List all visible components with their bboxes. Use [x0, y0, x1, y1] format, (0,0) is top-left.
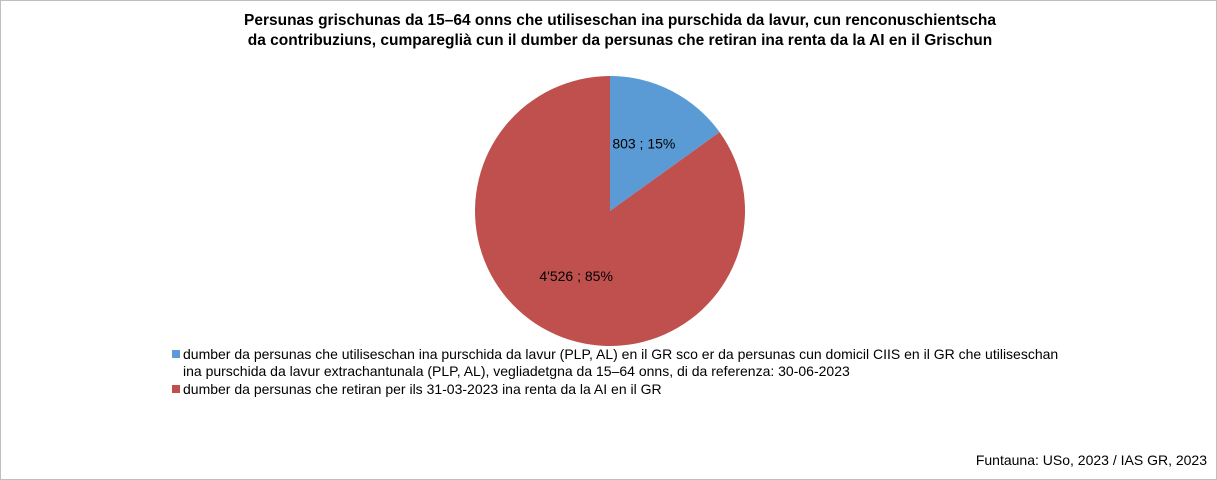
legend: dumber da persunas che utiliseschan ina … — [172, 346, 1072, 399]
chart-title: Persunas grischunas da 15–64 onns che ut… — [244, 12, 996, 29]
pie-slice — [475, 76, 745, 346]
legend-item: dumber da persunas che utiliseschan ina … — [172, 346, 1072, 380]
legend-item: dumber da persunas che retiran per ils 3… — [172, 381, 1072, 398]
legend-swatch — [172, 350, 180, 358]
data-label: 803 ; 15% — [612, 136, 675, 152]
legend-label: dumber da persunas che retiran per ils 3… — [183, 381, 662, 397]
legend-label: dumber da persunas che utiliseschan ina … — [183, 346, 1059, 379]
chart-title: da contribuziuns, cumpareglià cun il dum… — [248, 32, 992, 49]
legend-swatch — [172, 385, 180, 393]
source-note: Funtauna: USo, 2023 / IAS GR, 2023 — [975, 452, 1207, 468]
data-label: 4'526 ; 85% — [539, 268, 613, 284]
pie-slice — [610, 76, 720, 211]
